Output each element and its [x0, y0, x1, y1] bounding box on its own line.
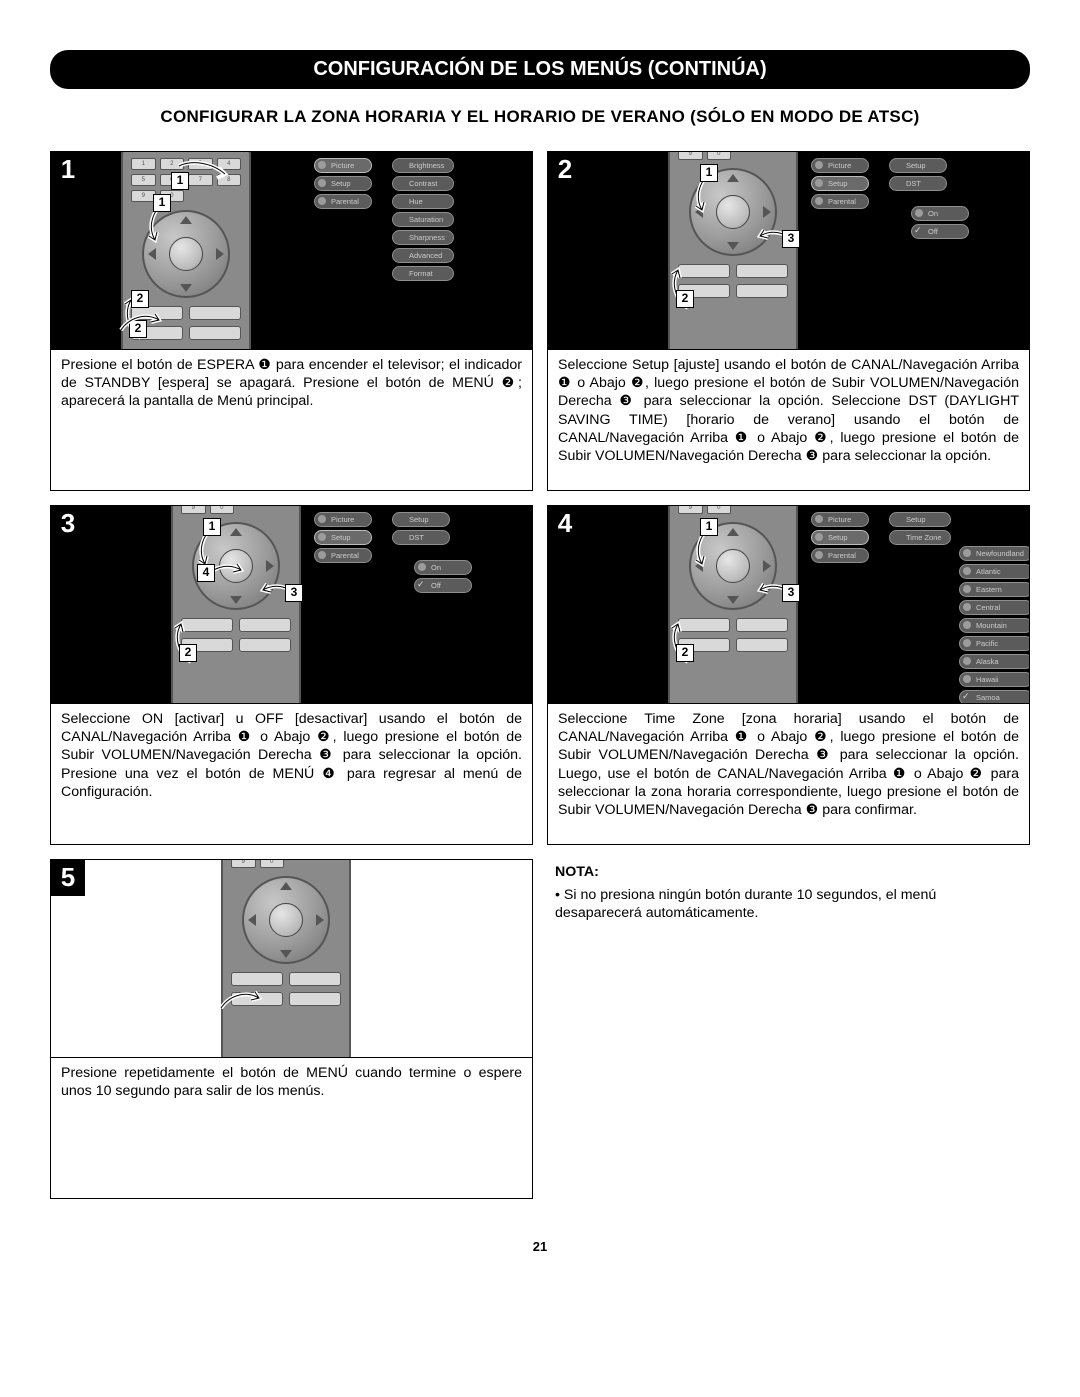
- page-subtitle: CONFIGURAR LA ZONA HORARIA Y EL HORARIO …: [50, 107, 1030, 127]
- step-illustration: 11234567890PictureSetupParentalBrightnes…: [51, 152, 532, 350]
- step-illustration: 2567890PictureSetupParentalSetupDSTOn✓Of…: [548, 152, 1029, 350]
- callout-arrow: [215, 978, 281, 1044]
- step-block: 5567890Presione repetidamente el botón d…: [50, 859, 533, 1199]
- step-number: 1: [51, 152, 85, 188]
- note-block: NOTA: Si no presiona ningún botón durante…: [547, 859, 1030, 1199]
- steps-grid: 11234567890PictureSetupParentalBrightnes…: [50, 151, 1030, 1199]
- step-illustration: 5567890: [51, 860, 532, 1058]
- note-item: Si no presiona ningún botón durante 10 s…: [555, 886, 1022, 923]
- step-block: 11234567890PictureSetupParentalBrightnes…: [50, 151, 533, 491]
- step-text: Presione repetidamente el botón de MENÚ …: [51, 1058, 532, 1198]
- callout-arrow: 2: [658, 248, 724, 314]
- step-block: 2567890PictureSetupParentalSetupDSTOn✓Of…: [547, 151, 1030, 491]
- step-block: 3567890PictureSetupParentalSetupDSTOn✓Of…: [50, 505, 533, 845]
- callout-arrow: 2: [658, 602, 724, 668]
- callout-arrow: 4: [197, 550, 263, 616]
- osd-menu: PictureSetupParentalSetupDSTOn✓Off: [314, 512, 524, 702]
- step-illustration: 4567890PictureSetupParentalSetupTime Zon…: [548, 506, 1029, 704]
- osd-menu: PictureSetupParentalSetupDSTOn✓Off: [811, 158, 1021, 348]
- step-text: Seleccione Setup [ajuste] usando el botó…: [548, 350, 1029, 490]
- callout-arrow: 3: [738, 216, 804, 282]
- callout-arrow: 2: [115, 300, 181, 350]
- page-title-banner: CONFIGURACIÓN DE LOS MENÚS (CONTINÚA): [50, 50, 1030, 89]
- step-illustration: 3567890PictureSetupParentalSetupDSTOn✓Of…: [51, 506, 532, 704]
- step-number: 5: [51, 860, 85, 896]
- step-text: Seleccione ON [activar] u OFF [desactiva…: [51, 704, 532, 844]
- callout-arrow: 1: [171, 158, 237, 208]
- osd-menu: PictureSetupParentalBrightnessContrastHu…: [314, 158, 524, 348]
- osd-menu: PictureSetupParentalSetupTime ZoneNewfou…: [811, 512, 1021, 702]
- note-label: NOTA:: [555, 864, 599, 880]
- step-block: 4567890PictureSetupParentalSetupTime Zon…: [547, 505, 1030, 845]
- step-number: 4: [548, 506, 582, 542]
- step-text: Presione el botón de ESPERA ❶ para encen…: [51, 350, 532, 490]
- step-number: 2: [548, 152, 582, 188]
- page-number: 21: [50, 1239, 1030, 1254]
- step-number: 3: [51, 506, 85, 542]
- callout-arrow: 3: [738, 570, 804, 636]
- step-text: Seleccione Time Zone [zona horaria] usan…: [548, 704, 1029, 844]
